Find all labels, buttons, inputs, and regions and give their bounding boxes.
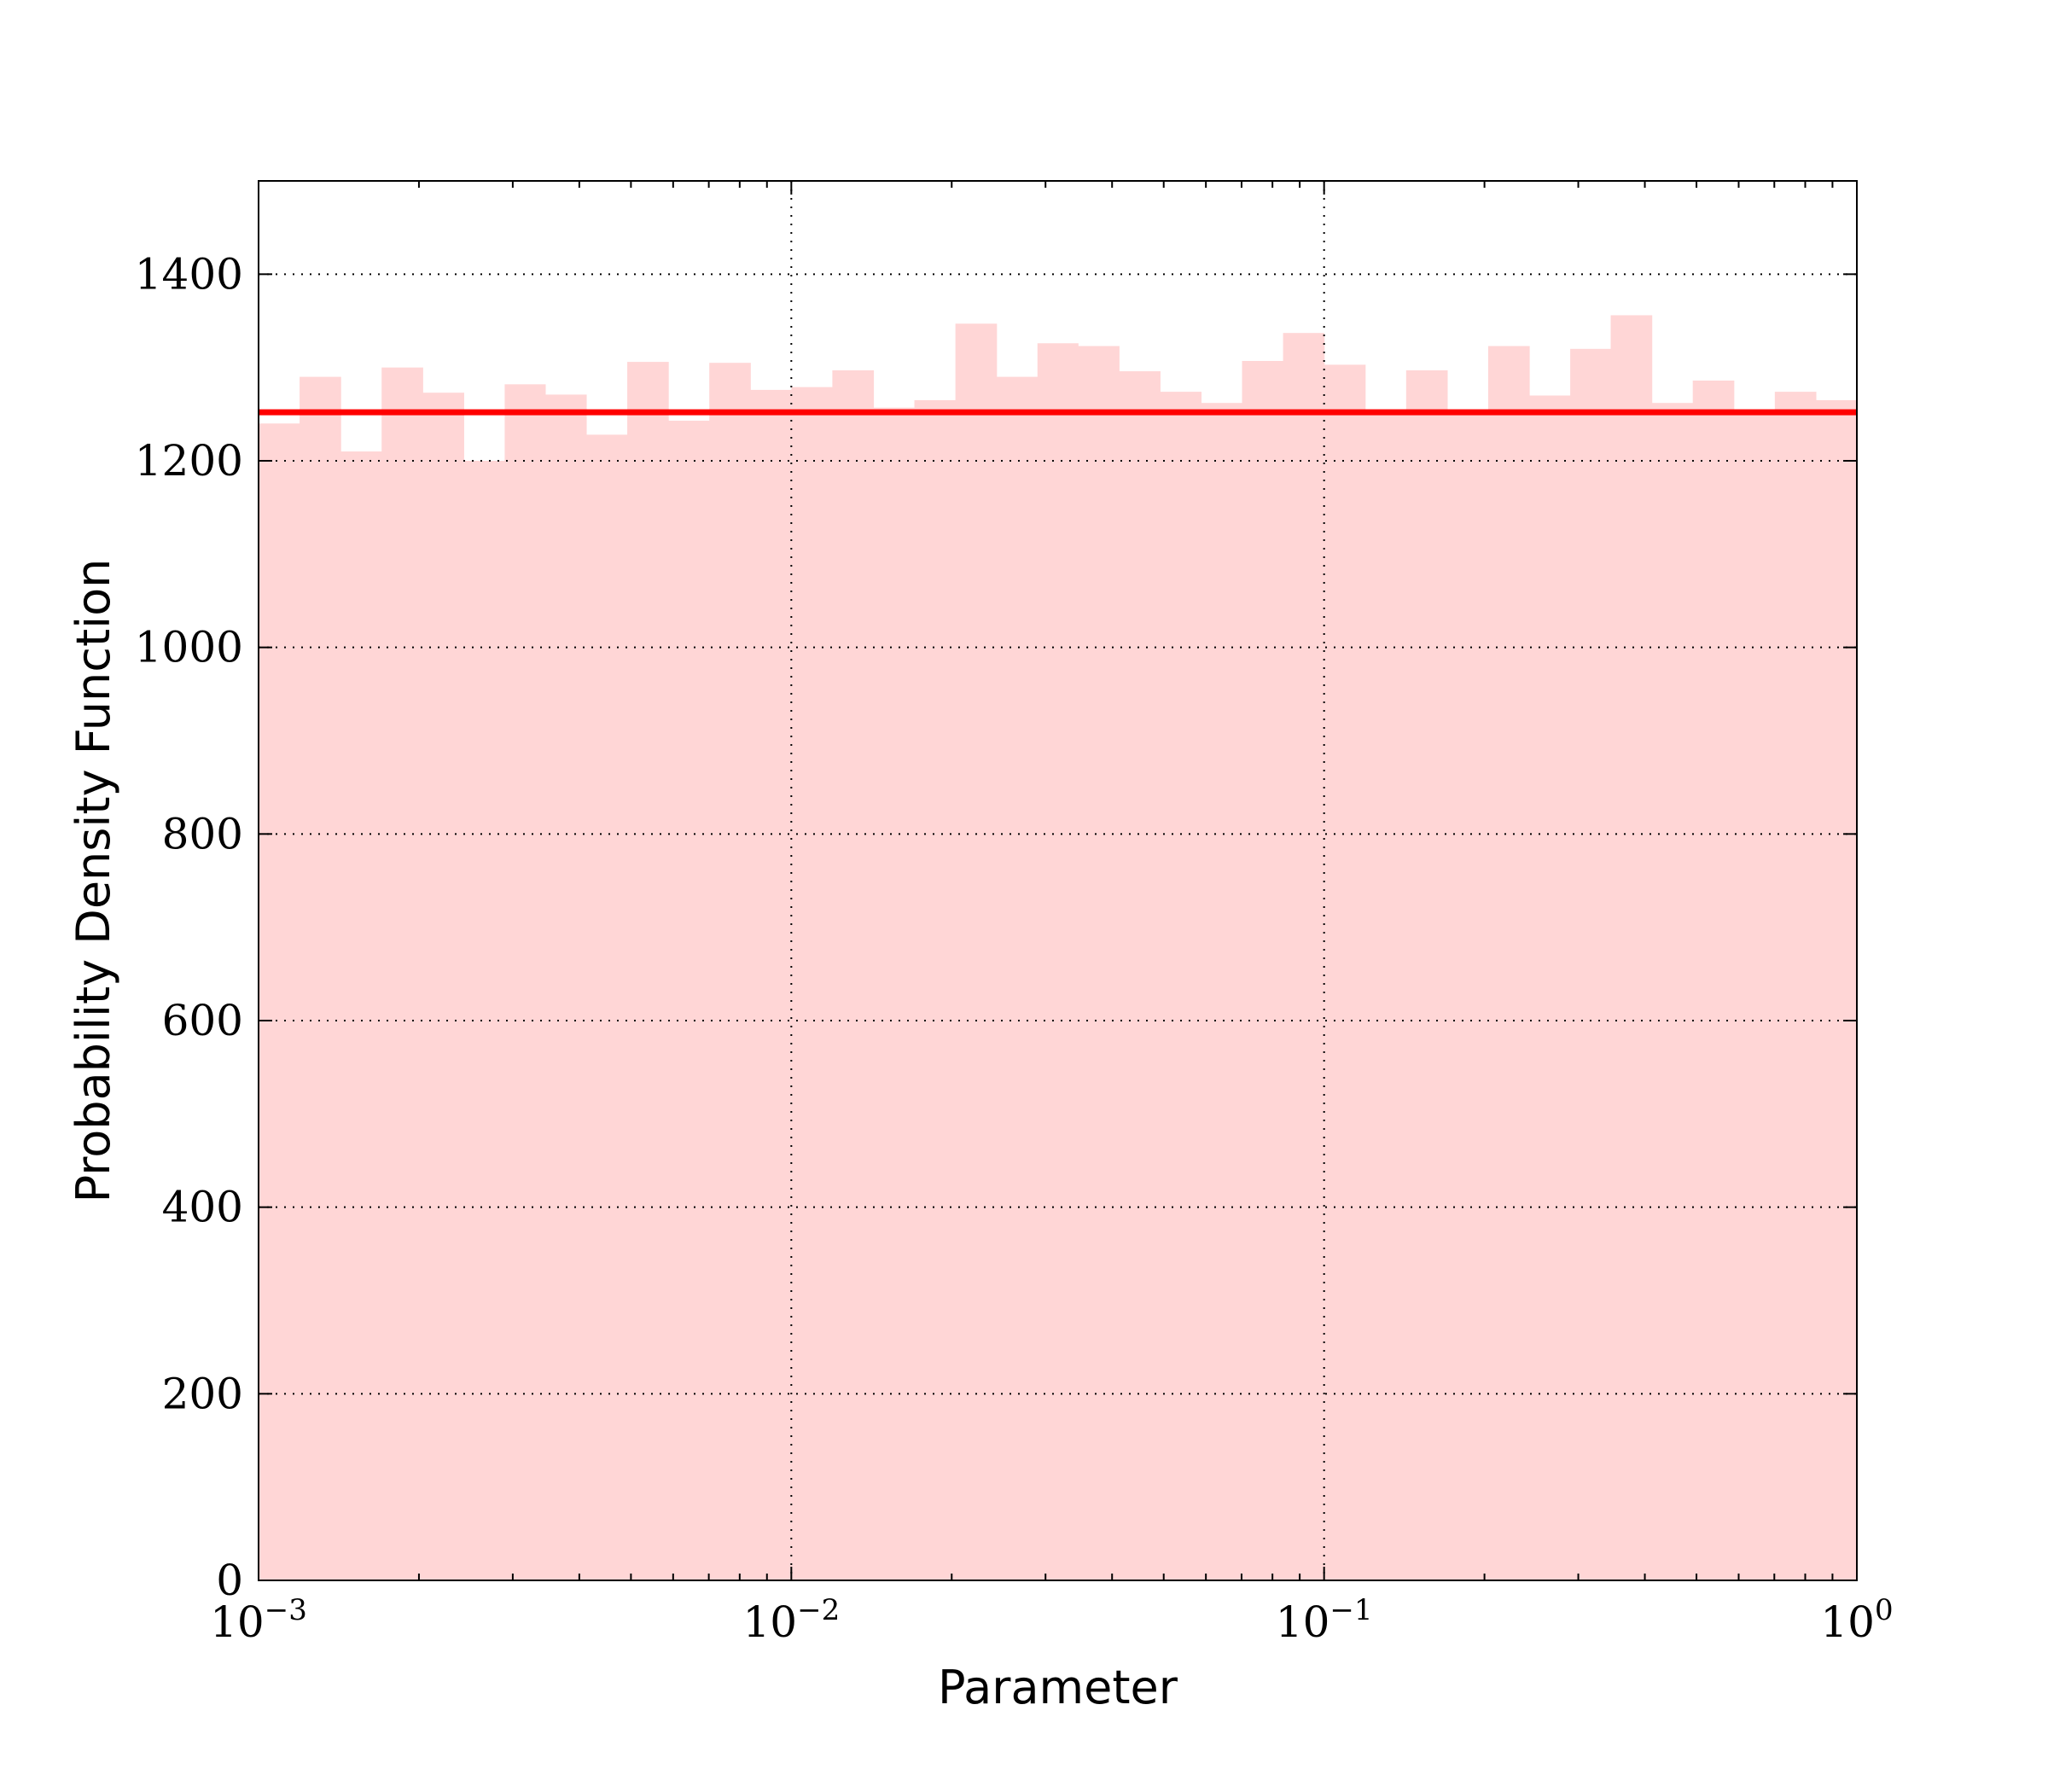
y-axis-label: Probability Density Function <box>67 559 120 1203</box>
histogram-bar <box>668 421 710 1580</box>
y-tick-label: 200 <box>162 1369 243 1418</box>
y-tick-label: 600 <box>162 996 243 1045</box>
histogram-bar <box>750 390 792 1580</box>
histogram-bar <box>873 408 915 1580</box>
histogram-bar <box>1078 346 1120 1580</box>
histogram-bar <box>1611 315 1653 1580</box>
histogram-bar <box>1693 381 1735 1580</box>
y-tick-label: 1200 <box>135 436 243 486</box>
histogram-bar <box>709 363 751 1580</box>
y-tick-label: 400 <box>162 1183 243 1232</box>
histogram-bar <box>1775 392 1817 1580</box>
y-tick-label: 1400 <box>135 249 243 299</box>
x-tick-label: 100 <box>1820 1593 1893 1647</box>
y-tick-label: 800 <box>162 809 243 858</box>
histogram-bar <box>1160 392 1201 1580</box>
histogram-bar <box>1201 403 1242 1580</box>
y-tick-label: 1000 <box>135 623 243 672</box>
x-tick-label: 10−3 <box>210 1593 307 1647</box>
histogram-bar <box>340 451 382 1580</box>
histogram-bar <box>1816 400 1858 1580</box>
histogram-bar <box>422 393 464 1580</box>
histogram-bar <box>832 370 874 1580</box>
histogram-bar <box>997 377 1039 1580</box>
histogram-bar <box>1447 410 1489 1580</box>
histogram-bar <box>1324 364 1366 1580</box>
histogram-bar <box>1734 410 1776 1580</box>
histogram-bar <box>627 362 669 1580</box>
histogram-bar <box>1488 346 1530 1580</box>
histogram-bars <box>259 315 1858 1580</box>
histogram-bar <box>586 434 628 1580</box>
histogram-bar <box>259 423 300 1580</box>
histogram-bar <box>1242 361 1284 1580</box>
x-tick-label: 10−1 <box>1276 1593 1373 1647</box>
histogram-bar <box>1652 403 1694 1580</box>
histogram-bar <box>1119 371 1161 1580</box>
x-axis-label: Parameter <box>938 1661 1178 1714</box>
histogram-bar <box>504 384 545 1580</box>
histogram-bar <box>956 323 998 1580</box>
histogram-bar <box>300 377 341 1580</box>
histogram-bar <box>1038 343 1079 1580</box>
histogram-bar <box>1570 349 1611 1580</box>
histogram-bar <box>1529 395 1571 1580</box>
x-tick-label: 10−2 <box>742 1593 840 1647</box>
histogram-bar <box>1406 370 1448 1580</box>
histogram-bar <box>791 387 833 1580</box>
histogram-bar <box>545 394 587 1580</box>
histogram-bar <box>381 368 423 1580</box>
histogram-bar <box>915 400 957 1580</box>
histogram-bar <box>1365 410 1407 1580</box>
